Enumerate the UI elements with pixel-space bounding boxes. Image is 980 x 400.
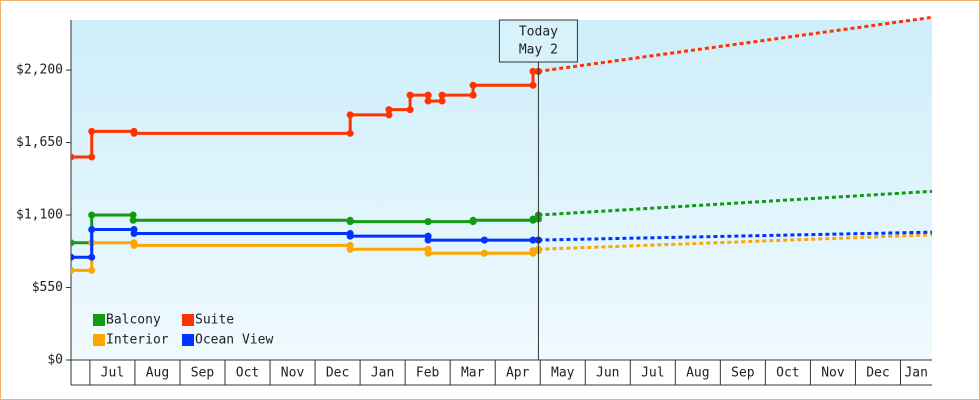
point xyxy=(88,253,96,261)
legend-label: Ocean View xyxy=(195,333,273,348)
legend-swatch xyxy=(93,314,105,326)
x-tick-label: Jun xyxy=(596,366,619,381)
plot-area xyxy=(71,20,932,360)
point xyxy=(424,249,432,257)
x-tick-label: Jul xyxy=(641,366,664,381)
today-box xyxy=(498,19,578,63)
legend-label: Interior xyxy=(106,333,169,348)
point xyxy=(424,91,432,99)
x-tick-label: Jan xyxy=(904,366,927,381)
x-tick-label: Nov xyxy=(821,366,845,381)
point xyxy=(480,249,488,257)
y-tick-label: $0 xyxy=(47,353,63,368)
today-label: Today xyxy=(519,25,558,40)
projection-line xyxy=(538,15,932,73)
x-tick-label: Oct xyxy=(776,366,799,381)
y-tick-label: $550 xyxy=(32,280,63,295)
point xyxy=(71,239,75,247)
point xyxy=(529,247,537,255)
legend-label: Suite xyxy=(195,313,234,328)
point xyxy=(346,218,354,226)
point xyxy=(88,153,96,161)
point xyxy=(130,129,138,137)
x-tick-label: Dec xyxy=(326,366,349,381)
x-tick-label: Jan xyxy=(371,366,394,381)
point xyxy=(529,67,537,75)
y-tick-label: $1,650 xyxy=(16,135,63,150)
legend-swatch xyxy=(182,334,194,346)
x-tick-label: Mar xyxy=(461,366,485,381)
point xyxy=(88,127,96,135)
point xyxy=(88,226,96,234)
x-tick-label: Aug xyxy=(146,366,169,381)
point xyxy=(346,232,354,240)
point xyxy=(385,111,393,119)
x-tick-label: Sep xyxy=(731,366,755,381)
x-tick-label: Feb xyxy=(416,366,440,381)
projection-line xyxy=(538,233,932,251)
point xyxy=(346,111,354,119)
x-tick-label: Dec xyxy=(866,366,889,381)
point xyxy=(385,106,393,114)
point xyxy=(130,229,138,237)
point xyxy=(424,236,432,244)
x-tick-label: Nov xyxy=(281,366,305,381)
projection-line xyxy=(538,189,932,217)
point xyxy=(469,91,477,99)
point xyxy=(129,211,137,219)
projection-line xyxy=(538,230,932,242)
legend-swatch xyxy=(93,334,105,346)
x-tick-label: Apr xyxy=(506,366,530,381)
point xyxy=(406,91,414,99)
point xyxy=(438,91,446,99)
point xyxy=(529,215,537,223)
point xyxy=(346,245,354,253)
point xyxy=(438,97,446,105)
point xyxy=(71,153,75,161)
legend-label: Balcony xyxy=(106,313,161,328)
legend-swatch xyxy=(182,314,194,326)
x-tick-label: Jul xyxy=(101,366,124,381)
point xyxy=(406,106,414,114)
point xyxy=(346,129,354,137)
point xyxy=(424,218,432,226)
y-tick-label: $1,100 xyxy=(16,208,63,223)
point xyxy=(529,236,537,244)
point xyxy=(71,253,75,261)
series-layer xyxy=(71,15,932,274)
point xyxy=(529,81,537,89)
point xyxy=(88,211,96,219)
x-tick-label: Sep xyxy=(191,366,215,381)
point xyxy=(469,216,477,224)
point xyxy=(424,97,432,105)
x-tick-label: May xyxy=(551,366,575,381)
point xyxy=(480,236,488,244)
x-tick-label: Aug xyxy=(686,366,709,381)
point xyxy=(129,216,137,224)
point xyxy=(71,266,75,274)
point xyxy=(130,241,138,249)
point xyxy=(469,81,477,89)
y-tick-label: $2,200 xyxy=(16,63,63,78)
today-label: May 2 xyxy=(519,43,558,58)
x-tick-label: Oct xyxy=(236,366,259,381)
point xyxy=(88,266,96,274)
